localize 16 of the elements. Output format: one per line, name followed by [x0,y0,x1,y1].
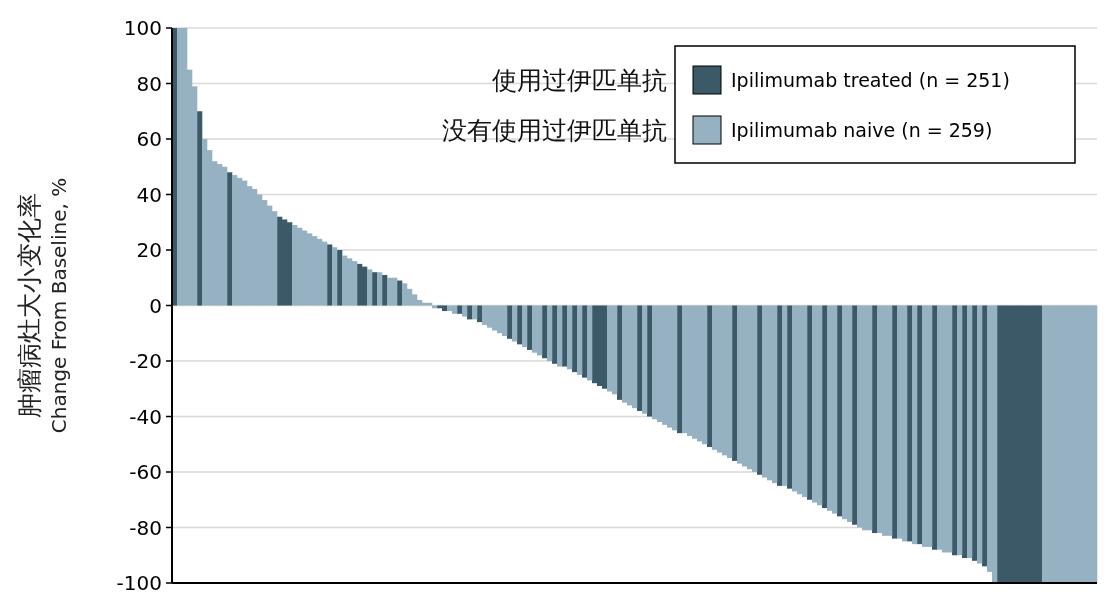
y-tick-label: 80 [136,71,162,96]
y-tick-label: 0 [149,293,162,318]
annotation: 没有使用过伊匹单抗 [442,115,667,145]
annotation: 使用过伊匹单抗 [492,65,667,95]
y-tick-label: -100 [116,571,162,595]
y-tick-label: 60 [136,127,162,151]
y-tick-label: -20 [129,349,162,373]
y-axis-title: 肿瘤病灶大小变化率 Change From Baseline, % [15,177,71,434]
y-tick-label: -60 [129,460,162,484]
y-tick-label: 20 [136,238,162,262]
y-tick-label: -40 [129,404,162,429]
y-tick-label: 100 [123,16,162,40]
y-tick-label: 40 [136,182,162,207]
y-tick-label: -80 [129,515,162,540]
legend-label: Ipilimumab naive (n = 259) [731,118,993,141]
legend-label: Ipilimumab treated (n = 251) [731,68,1010,91]
